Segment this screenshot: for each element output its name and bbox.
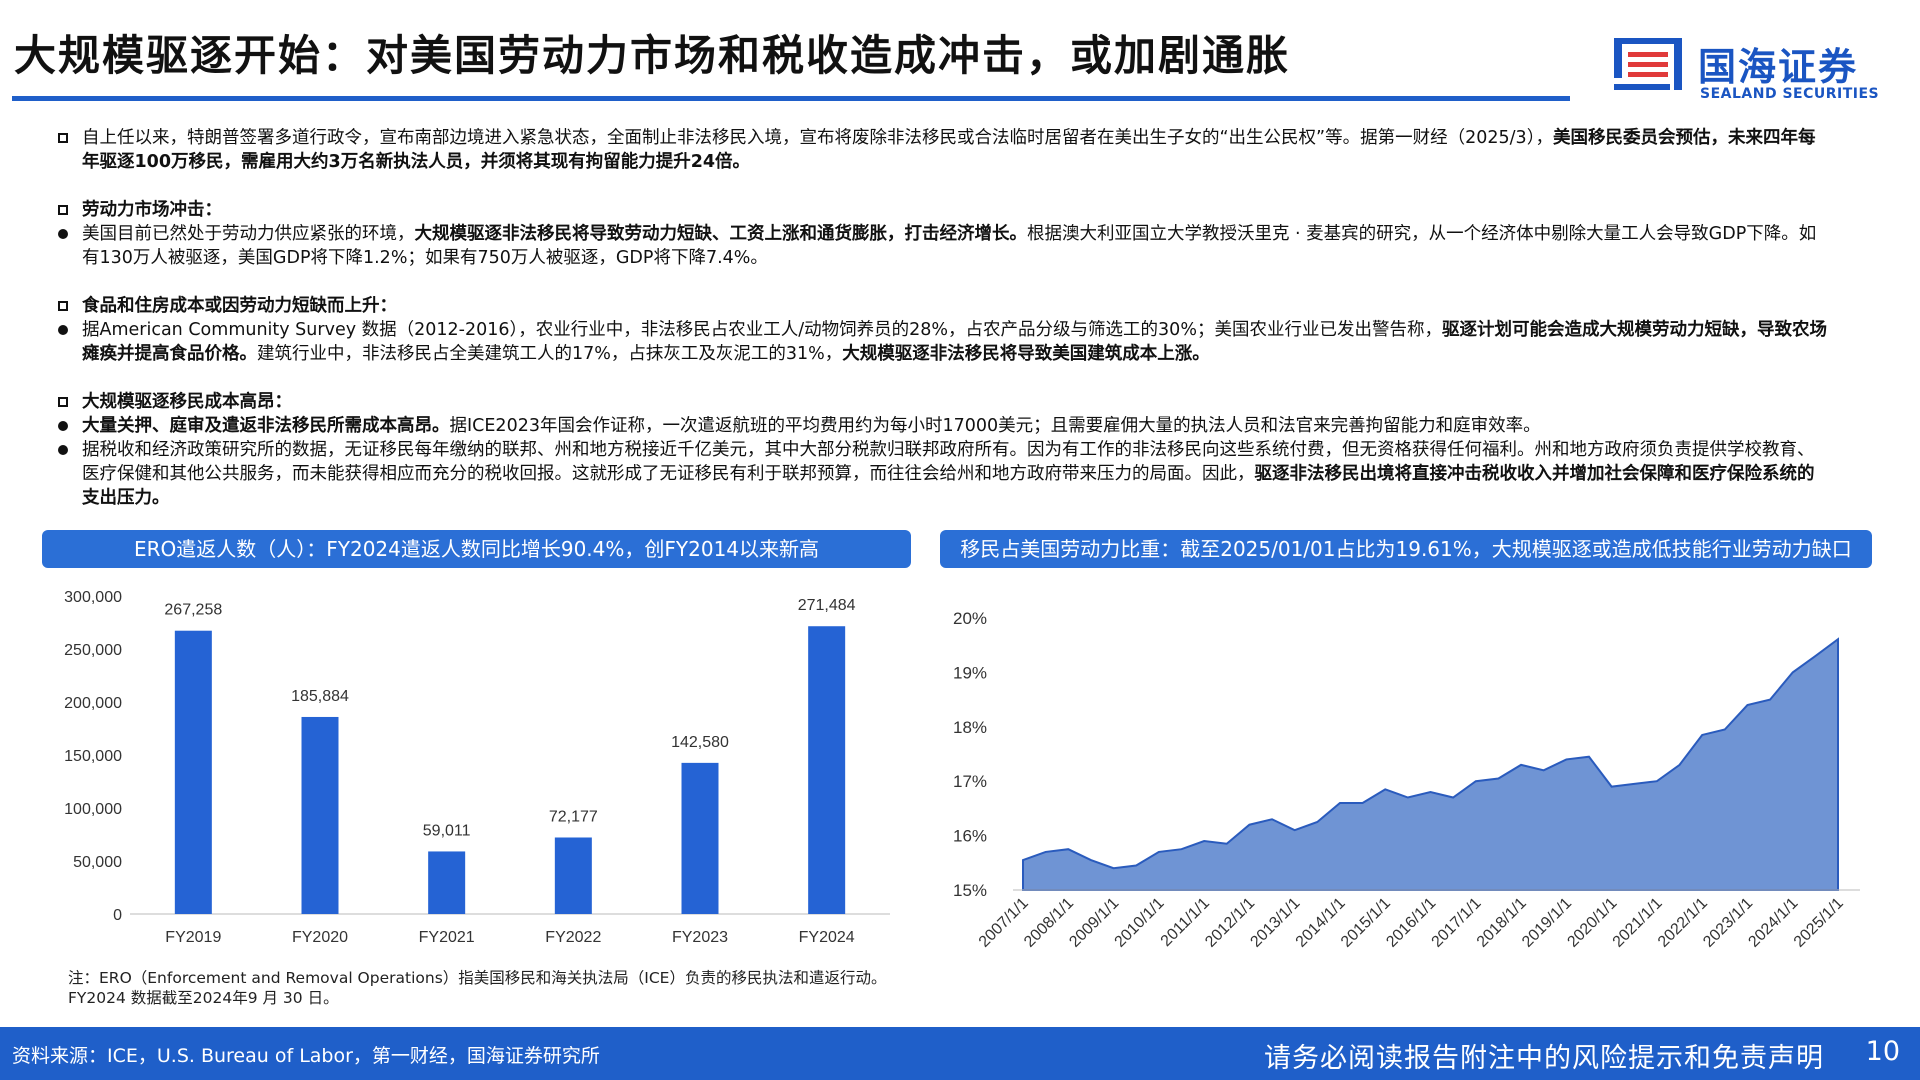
bold-text: 大规模驱逐移民成本高昂： (82, 392, 292, 412)
bar (681, 762, 719, 914)
bar-data-label: 267,258 (164, 602, 222, 619)
bar-data-label: 271,484 (798, 597, 856, 614)
bar-data-label: 72,177 (549, 808, 598, 825)
square-bullet-icon (58, 301, 68, 311)
bold-text: 驱逐非法移民出境将直接冲击税收收入并增加社会保障和医疗保险系统的支出压力。 (82, 464, 1815, 508)
bar (428, 851, 466, 914)
square-bullet-icon (58, 133, 68, 143)
bar (808, 626, 846, 914)
bullet-paragraph: 据税收和经济政策研究所的数据，无证移民每年缴纳的联邦、州和地方税接近千亿美元，其… (58, 438, 1828, 510)
bold-text: 大规模驱逐非法移民将导致美国建筑成本上涨。 (842, 344, 1210, 364)
page-title: 大规模驱逐开始：对美国劳动力市场和税收造成冲击，或加剧通胀 (14, 31, 1291, 80)
logo-chinese-name: 国海证券 (1698, 45, 1859, 89)
bar-data-label: 142,580 (671, 734, 729, 751)
dot-bullet-icon (58, 325, 68, 335)
y-tick-label: 17% (953, 772, 987, 791)
footer-bar: 资料来源：ICE，U.S. Bureau of Labor，第一财经，国海证券研… (0, 1027, 1920, 1080)
company-logo: 国海证券 SEALAND SECURITIES (1612, 26, 1912, 106)
logo-english-name: SEALAND SECURITIES (1700, 86, 1880, 102)
bullet-paragraph: 大量关押、庭审及遣返非法移民所需成本高昂。据ICE2023年国会作证称，一次遣返… (58, 414, 1828, 438)
bar (301, 716, 339, 914)
dot-bullet-icon (58, 229, 68, 239)
page-number: 10 (1865, 1036, 1900, 1067)
sealand-logo-icon (1614, 38, 1682, 90)
bullet-paragraph: 美国目前已然处于劳动力供应紧张的环境，大规模驱逐非法移民将导致劳动力短缺、工资上… (58, 222, 1828, 270)
x-tick-label: FY2020 (292, 929, 348, 946)
section-heading-paragraph: 大规模驱逐移民成本高昂： (58, 390, 1828, 414)
y-tick-label: 20% (953, 609, 987, 628)
x-tick-label: 2025/1/1 (1791, 895, 1847, 951)
disclaimer-text: 请务必阅读报告附注中的风险提示和免责声明 (1264, 1043, 1824, 1074)
ero-removals-bar-chart: 0 50,000 100,000 150,000 200,000 250,000 300,0… (64, 589, 890, 946)
x-tick-label: FY2019 (165, 929, 221, 946)
text: 根据澳大利亚国立大学教授沃里克 · 麦基宾的研究，从一个经济体中剔除大量工人会导… (82, 224, 1817, 268)
source-text: 资料来源：ICE，U.S. Bureau of Labor，第一财经，国海证券研… (12, 1045, 600, 1067)
area-series (1022, 637, 1839, 891)
x-tick-label: 2010/1/1 (1112, 895, 1168, 951)
bold-text: 大量关押、庭审及遣返非法移民所需成本高昂。 (82, 416, 450, 436)
text: 自上任以来，特朗普签署多道行政令，宣布南部边境进入紧急状态，全面制止非法移民入境… (82, 128, 1553, 148)
section-heading-paragraph: 自上任以来，特朗普签署多道行政令，宣布南部边境进入紧急状态，全面制止非法移民入境… (58, 126, 1828, 174)
x-tick-label: FY2021 (419, 929, 475, 946)
paragraph-gap (58, 174, 1828, 198)
x-tick-label: FY2022 (545, 929, 601, 946)
bar-data-label: 185,884 (291, 688, 349, 705)
text: 据税收和经济政策研究所的数据，无证移民每年缴纳的联邦、州和地方税接近千亿美元，其… (82, 440, 1815, 484)
y-tick-label: 0 (113, 907, 122, 924)
section-heading-paragraph: 食品和住房成本或因劳动力短缺而上升： (58, 294, 1828, 318)
text: 据American Community Survey 数据（2012-2016）… (82, 320, 1442, 340)
square-bullet-icon (58, 397, 68, 407)
bar-data-label: 59,011 (423, 822, 471, 839)
dot-bullet-icon (58, 445, 68, 455)
section-heading-paragraph: 劳动力市场冲击： (58, 198, 1828, 222)
immigrant-labor-share-area-chart: 15%16%17%18%19%20%2007/1/12008/1/12009/1… (953, 609, 1860, 951)
text: 据ICE2023年国会作证称，一次遣返航班的平均费用约为每小时17000美元；且… (449, 416, 1541, 436)
body-text: 自上任以来，特朗普签署多道行政令，宣布南部边境进入紧急状态，全面制止非法移民入境… (58, 126, 1828, 510)
bold-text: 食品和住房成本或因劳动力短缺而上升： (82, 296, 397, 316)
y-tick-label: 18% (953, 718, 987, 737)
y-tick-label: 100,000 (64, 801, 122, 818)
bold-text: 劳动力市场冲击： (82, 200, 222, 220)
right-chart-banner: 移民占美国劳动力比重：截至2025/01/01占比为19.61%，大规模驱逐或造… (940, 530, 1872, 568)
y-tick-label: 15% (953, 881, 987, 900)
bold-text: 驱逐计划可能会造成大规模劳动力短缺，导致农场瘫痪并提高食品价格。 (82, 320, 1827, 364)
title-underline (12, 96, 1570, 101)
y-tick-label: 150,000 (64, 748, 122, 765)
y-tick-label: 16% (953, 827, 987, 846)
text: 建筑行业中，非法移民占全美建筑工人的17%，占抹灰工及灰泥工的31%， (257, 344, 843, 364)
paragraph-gap (58, 270, 1828, 294)
x-tick-label: FY2024 (799, 929, 855, 946)
bar (554, 837, 592, 914)
x-tick-label: FY2023 (672, 929, 728, 946)
bold-text: 大规模驱逐非法移民将导致劳动力短缺、工资上涨和通货膨胀，打击经济增长。 (414, 224, 1028, 244)
y-tick-label: 300,000 (64, 589, 122, 606)
square-bullet-icon (58, 205, 68, 215)
bold-text: 美国移民委员会预估，未来四年每年驱逐100万移民，需雇用大约3万名新执法人员，并… (82, 128, 1816, 172)
bar (174, 630, 212, 914)
left-chart-banner: ERO遣返人数（人）：FY2024遣返人数同比增长90.4%，创FY2014以来… (42, 530, 911, 568)
dot-bullet-icon (58, 421, 68, 431)
y-tick-label: 50,000 (73, 854, 122, 871)
y-tick-label: 200,000 (64, 695, 122, 712)
text: 美国目前已然处于劳动力供应紧张的环境， (82, 224, 415, 244)
paragraph-gap (58, 366, 1828, 390)
chart-note: 注：ERO（Enforcement and Removal Operations… (68, 969, 887, 1007)
bullet-paragraph: 据American Community Survey 数据（2012-2016）… (58, 318, 1828, 366)
y-tick-label: 19% (953, 663, 987, 682)
y-tick-label: 250,000 (64, 642, 122, 659)
